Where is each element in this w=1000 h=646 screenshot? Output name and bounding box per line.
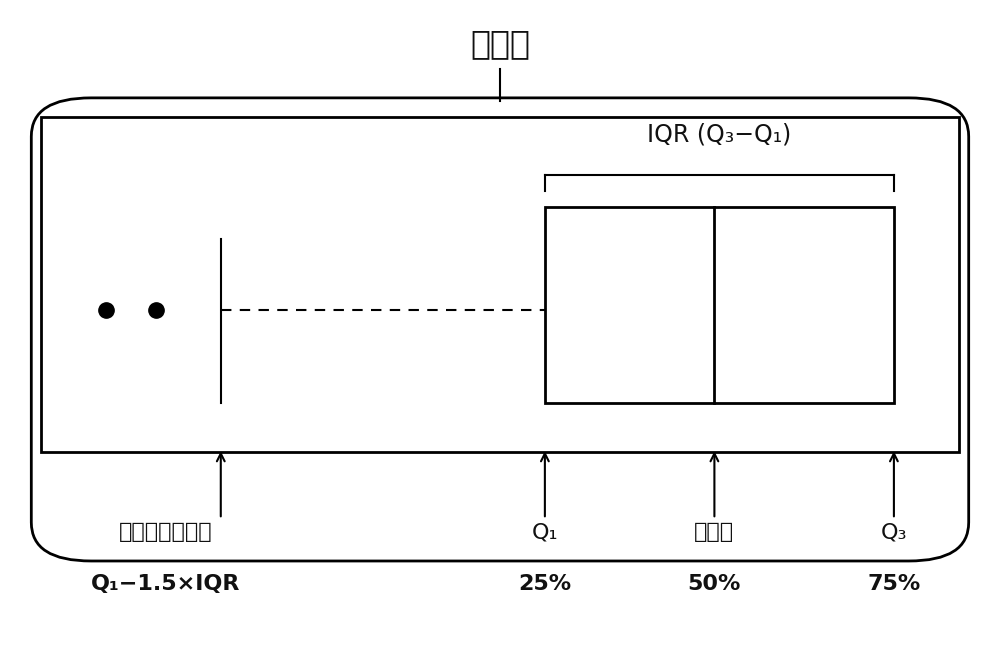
Text: 异常值判断阈值: 异常值判断阈值 xyxy=(119,522,213,542)
Text: 概率值: 概率值 xyxy=(470,26,530,59)
Text: 中位数: 中位数 xyxy=(694,522,734,542)
Text: Q₃: Q₃ xyxy=(881,522,907,542)
Text: Q₁: Q₁ xyxy=(532,522,558,542)
Bar xyxy=(545,207,894,403)
Text: 50%: 50% xyxy=(688,574,741,594)
Text: Q₁−1.5×IQR: Q₁−1.5×IQR xyxy=(91,574,241,594)
Text: 75%: 75% xyxy=(867,574,921,594)
Text: 25%: 25% xyxy=(518,574,571,594)
Text: IQR (Q₃−Q₁): IQR (Q₃−Q₁) xyxy=(647,122,792,146)
Bar xyxy=(41,117,959,452)
